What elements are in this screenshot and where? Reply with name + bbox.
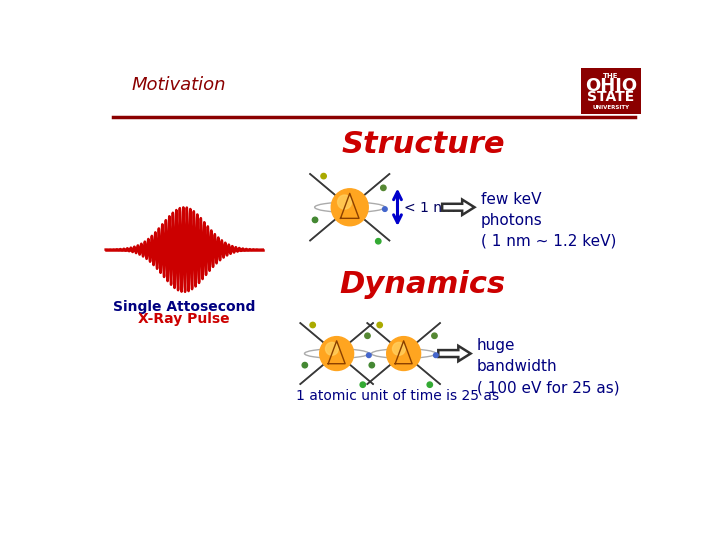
Circle shape xyxy=(381,185,386,191)
Circle shape xyxy=(325,342,338,355)
Circle shape xyxy=(433,353,438,357)
Circle shape xyxy=(427,382,433,387)
Text: 1 atomic unit of time is 25 as: 1 atomic unit of time is 25 as xyxy=(296,389,499,403)
Circle shape xyxy=(320,336,354,370)
Circle shape xyxy=(369,362,374,368)
Circle shape xyxy=(365,333,370,339)
Circle shape xyxy=(310,322,315,328)
Circle shape xyxy=(432,333,437,339)
Text: UNIVERSITY: UNIVERSITY xyxy=(593,105,629,110)
Circle shape xyxy=(360,382,366,387)
Text: < 1 nm: < 1 nm xyxy=(404,201,455,215)
Circle shape xyxy=(387,336,420,370)
Polygon shape xyxy=(438,346,471,361)
Circle shape xyxy=(376,239,381,244)
Text: STATE: STATE xyxy=(587,90,634,104)
Circle shape xyxy=(331,189,368,226)
Text: huge
bandwidth
( 100 eV for 25 as): huge bandwidth ( 100 eV for 25 as) xyxy=(477,338,619,395)
Polygon shape xyxy=(442,200,474,215)
Text: X-Ray Pulse: X-Ray Pulse xyxy=(138,312,230,326)
Text: THE: THE xyxy=(603,73,618,79)
Circle shape xyxy=(312,217,318,222)
Text: Motivation: Motivation xyxy=(132,76,226,94)
FancyBboxPatch shape xyxy=(581,68,641,114)
Circle shape xyxy=(338,195,351,209)
Text: OHIO: OHIO xyxy=(585,77,637,96)
Text: few keV
photons
( 1 nm ~ 1.2 keV): few keV photons ( 1 nm ~ 1.2 keV) xyxy=(481,192,616,249)
Circle shape xyxy=(321,173,326,179)
Text: Dynamics: Dynamics xyxy=(340,270,506,299)
Circle shape xyxy=(366,353,371,357)
Text: Single Attosecond: Single Attosecond xyxy=(113,300,256,314)
Circle shape xyxy=(377,322,382,328)
Circle shape xyxy=(302,362,307,368)
Circle shape xyxy=(382,207,387,211)
Circle shape xyxy=(392,342,405,355)
Text: Structure: Structure xyxy=(341,130,505,159)
